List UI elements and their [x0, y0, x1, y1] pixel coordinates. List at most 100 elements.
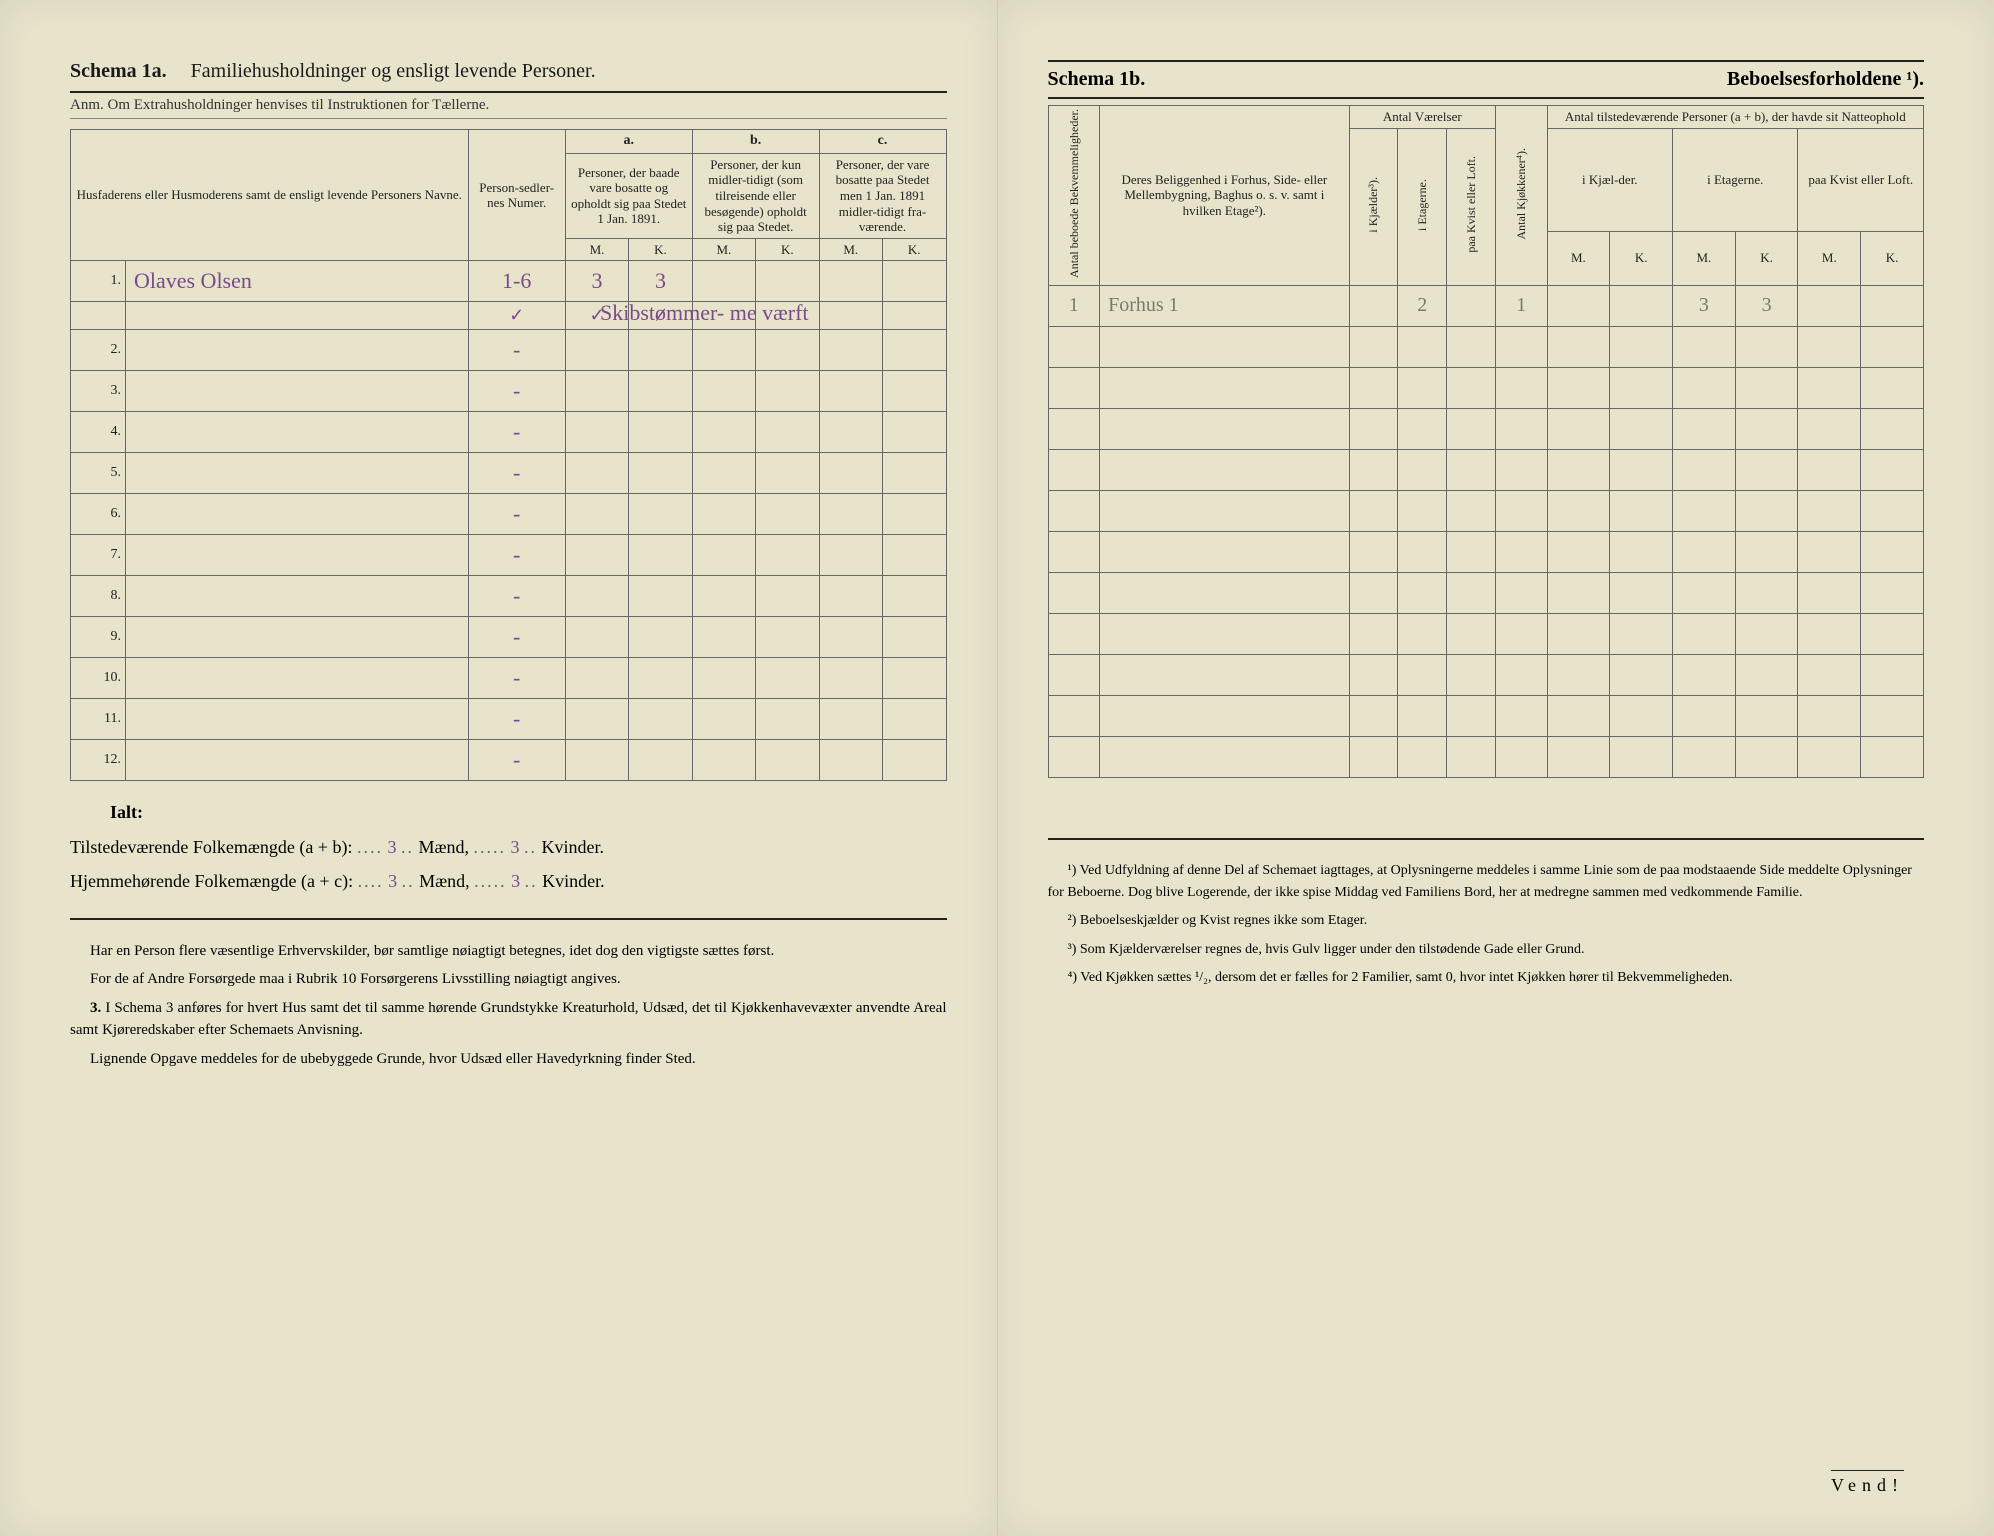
- col-kjokken: Antal Kjøkkener⁴).: [1495, 106, 1547, 286]
- col-bekv: Antal beboede Bekvemmeligheder.: [1048, 106, 1100, 286]
- cell: 1: [1495, 285, 1547, 326]
- cell: [819, 740, 882, 781]
- cell: -: [468, 576, 565, 617]
- cell: [1100, 654, 1350, 695]
- cell: [125, 412, 468, 453]
- cell: [1735, 695, 1798, 736]
- table-row: 4.-: [71, 412, 947, 453]
- tilstede-m: 3: [387, 837, 396, 857]
- table-row: [1048, 695, 1924, 736]
- cell: [125, 494, 468, 535]
- cell: [1798, 367, 1861, 408]
- cell: 11.: [71, 699, 126, 740]
- cell: [883, 412, 947, 453]
- cell: [629, 453, 692, 494]
- cell: 1.: [71, 261, 126, 302]
- cell: [1349, 326, 1398, 367]
- cell: [125, 371, 468, 412]
- cell: [1447, 326, 1496, 367]
- cell: [1798, 490, 1861, 531]
- cell: [1610, 613, 1673, 654]
- cell: [1610, 367, 1673, 408]
- col-names: Husfaderens eller Husmoderens samt de en…: [71, 130, 469, 261]
- cell: [1100, 736, 1350, 777]
- cell: [1495, 449, 1547, 490]
- cell: [1398, 695, 1447, 736]
- cell: [819, 412, 882, 453]
- cell: [1610, 531, 1673, 572]
- table-row: [1048, 326, 1924, 367]
- cell: [1735, 654, 1798, 695]
- cell: [1547, 490, 1610, 531]
- cell: [1495, 367, 1547, 408]
- table-row: 9.-: [71, 617, 947, 658]
- cell: [1547, 654, 1610, 695]
- cell: [1048, 654, 1100, 695]
- left-footer: Har en Person flere væsentlige Erhvervsk…: [70, 918, 947, 1071]
- cell: [819, 576, 882, 617]
- col-b-k: K.: [756, 238, 819, 261]
- cell: 2.: [71, 330, 126, 371]
- cell: [1735, 613, 1798, 654]
- right-footnotes: ¹) Ved Udfyldning af denne Del af Schema…: [1048, 838, 1925, 990]
- cell: [883, 371, 947, 412]
- cell: [1547, 285, 1610, 326]
- col-b-m: M.: [692, 238, 755, 261]
- cell: [1495, 736, 1547, 777]
- cell: 3: [565, 261, 628, 302]
- cell: [819, 494, 882, 535]
- footnote-3: ³) Som Kjælderværelser regnes de, hvis G…: [1048, 939, 1925, 961]
- cell: [125, 576, 468, 617]
- cell: 3: [629, 261, 692, 302]
- cell: [1610, 449, 1673, 490]
- cell: [565, 453, 628, 494]
- cell: [756, 576, 819, 617]
- cell: [1735, 572, 1798, 613]
- cell: [629, 535, 692, 576]
- cell: [1447, 572, 1496, 613]
- hjemme-k: 3: [511, 871, 520, 891]
- cell: [1100, 695, 1350, 736]
- cell: -: [468, 453, 565, 494]
- cell: [756, 535, 819, 576]
- cell: [756, 261, 819, 302]
- col-v-kvist: paa Kvist eller Loft.: [1447, 128, 1496, 285]
- cell: [1495, 490, 1547, 531]
- cell: [692, 453, 755, 494]
- cell: [819, 535, 882, 576]
- cell: [565, 617, 628, 658]
- cell: [1798, 654, 1861, 695]
- cell: -: [468, 330, 565, 371]
- cell: [125, 453, 468, 494]
- hjemme-m: 3: [388, 871, 397, 891]
- cell: -: [468, 740, 565, 781]
- cell: [1398, 326, 1447, 367]
- cell: [756, 330, 819, 371]
- schema-1b-label: Schema 1b.: [1048, 68, 1146, 91]
- cell: [1495, 408, 1547, 449]
- table-row: 5.-: [71, 453, 947, 494]
- cell: [1861, 285, 1924, 326]
- col-n-etag: i Etagerne.: [1673, 128, 1798, 231]
- right-page: Schema 1b. Beboelsesforholdene ¹). Antal…: [997, 0, 1994, 1536]
- table-row: 1.Olaves Olsen1-633: [71, 261, 947, 302]
- cell: [1447, 408, 1496, 449]
- col-nkj-k: K.: [1610, 231, 1673, 285]
- cell: [692, 740, 755, 781]
- cell: [692, 576, 755, 617]
- cell: [1861, 695, 1924, 736]
- cell: [1349, 613, 1398, 654]
- cell: [1798, 572, 1861, 613]
- cell: [1610, 695, 1673, 736]
- cell: [1673, 408, 1736, 449]
- cell: [629, 699, 692, 740]
- cell: [1398, 367, 1447, 408]
- cell: [1495, 695, 1547, 736]
- col-c-text: Personer, der vare bosatte paa Stedet me…: [819, 153, 946, 238]
- table-row: [1048, 572, 1924, 613]
- col-b-text: Personer, der kun midler-tidigt (som til…: [692, 153, 819, 238]
- cell: [1673, 572, 1736, 613]
- cell: [819, 261, 882, 302]
- cell: [1495, 326, 1547, 367]
- cell: [1398, 572, 1447, 613]
